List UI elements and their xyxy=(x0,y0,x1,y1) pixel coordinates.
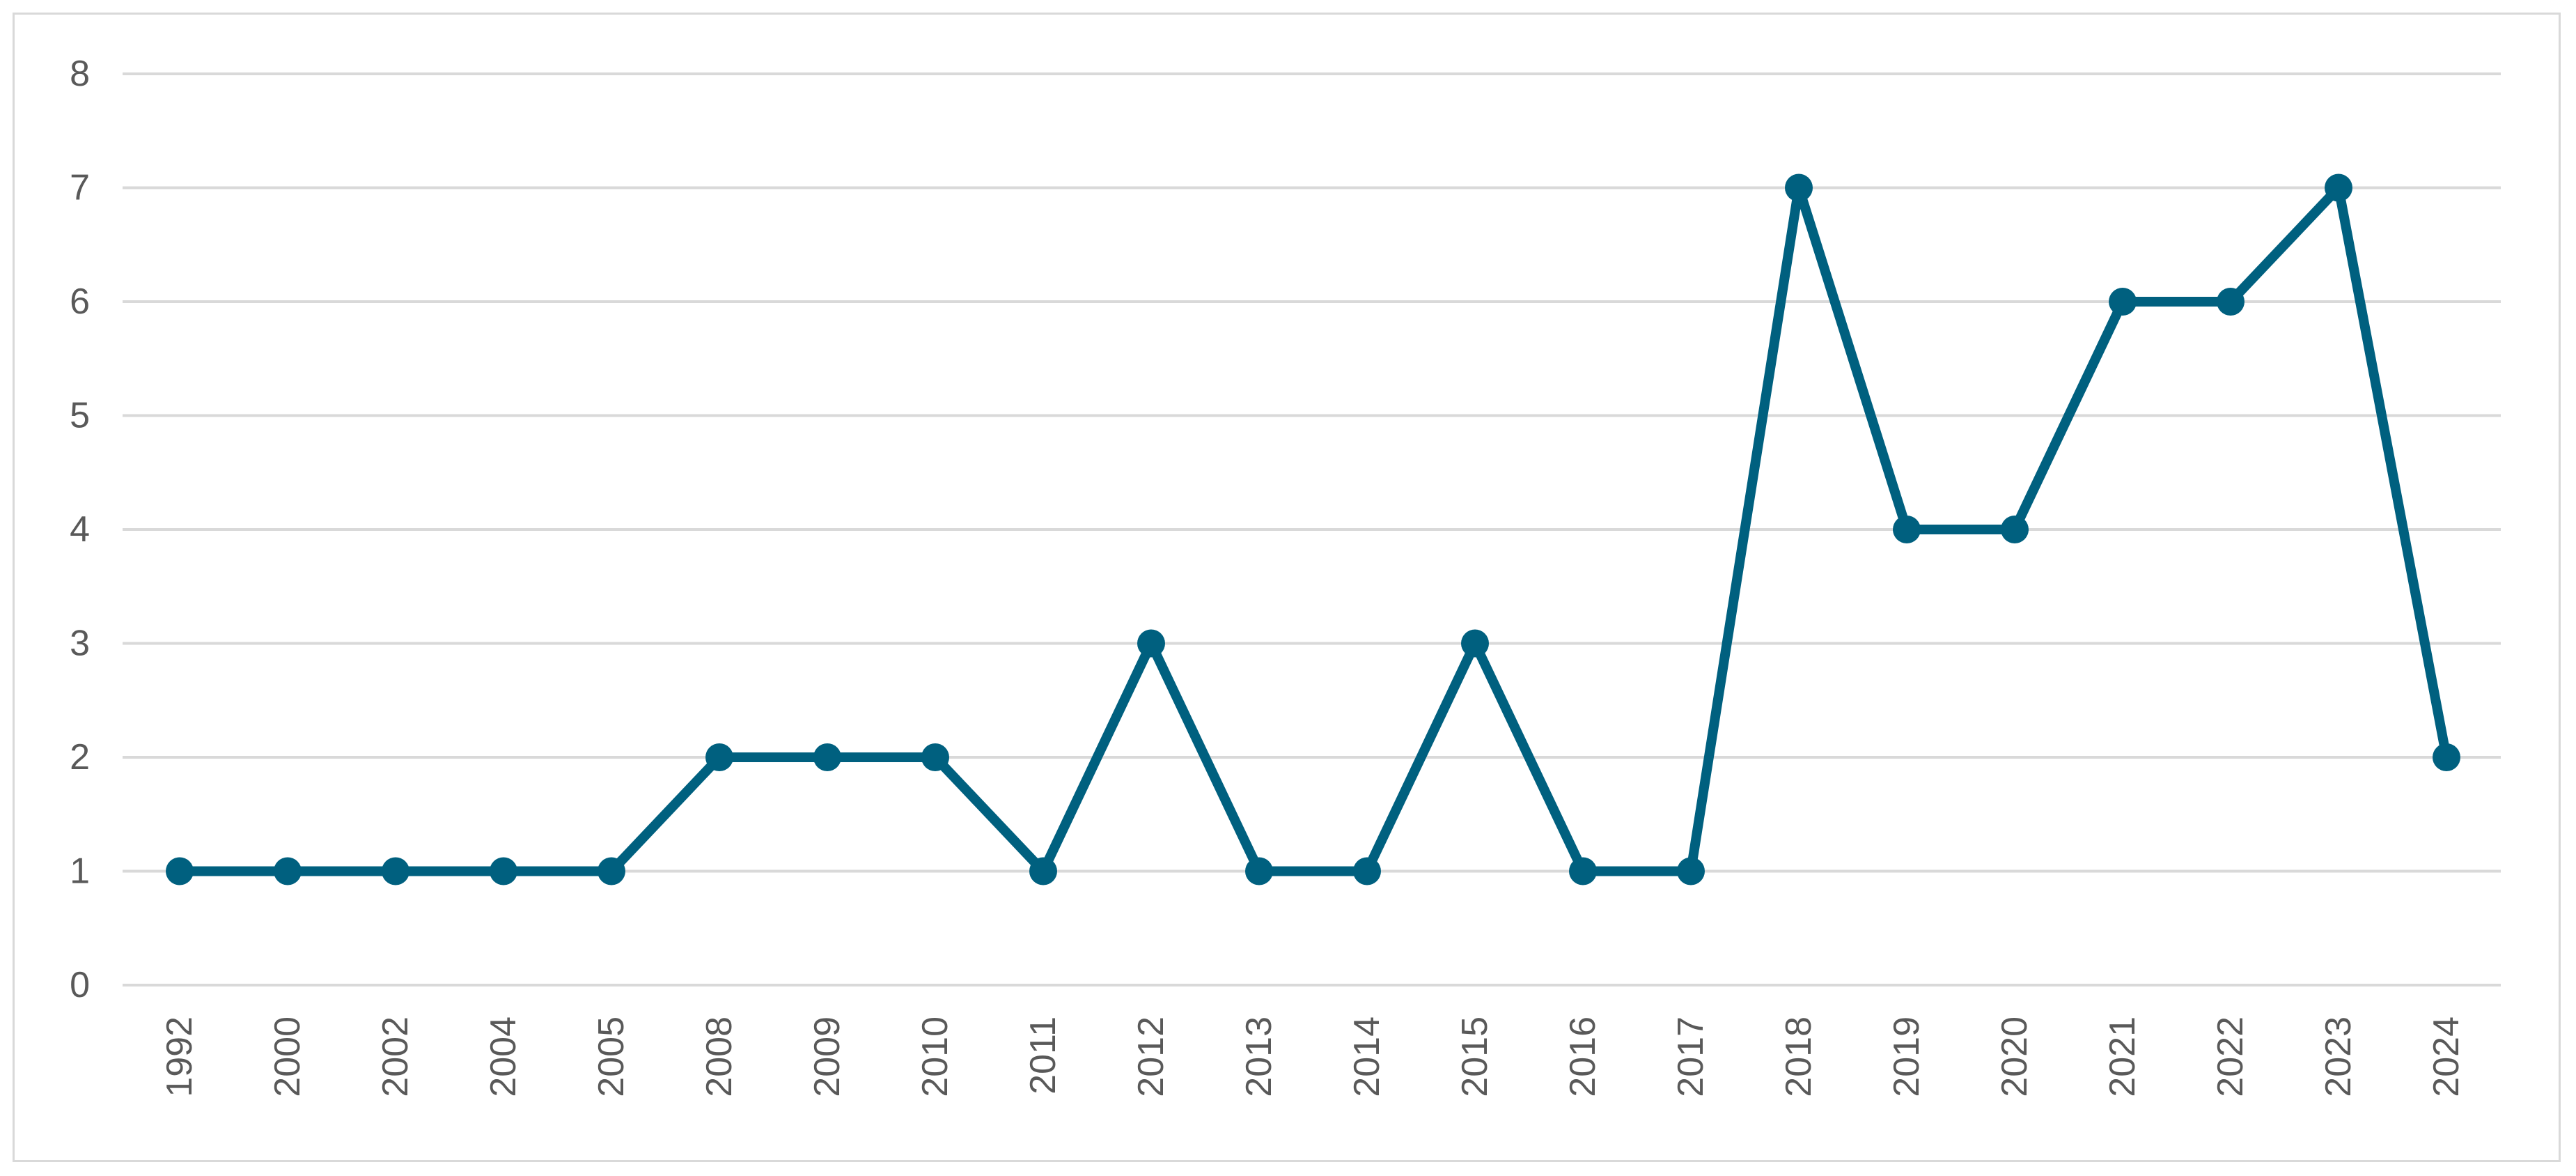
x-tick-label: 2015 xyxy=(1455,1016,1495,1097)
gridlines xyxy=(123,72,2501,987)
y-tick-label: 2 xyxy=(70,737,90,777)
data-point-2000 xyxy=(274,857,302,885)
x-tick-label: 2024 xyxy=(2426,1016,2467,1097)
data-point-2015 xyxy=(1461,629,1489,658)
x-tick-label: 2012 xyxy=(1131,1016,1171,1097)
data-point-2004 xyxy=(490,857,517,885)
data-point-2014 xyxy=(1353,857,1381,885)
x-axis-tick-labels: 1992 2000 2002 2004 2005 2008 2009 2010 2011 2012… xyxy=(159,1016,2467,1097)
x-tick-label: 2022 xyxy=(2210,1016,2251,1097)
x-tick-label: 2013 xyxy=(1239,1016,1279,1097)
data-point-2022 xyxy=(2217,288,2245,316)
series-layer xyxy=(166,173,2460,885)
data-point-2005 xyxy=(598,857,625,885)
data-point-2012 xyxy=(1137,629,1165,658)
y-tick-label: 5 xyxy=(70,396,90,436)
data-point-2021 xyxy=(2109,288,2137,316)
data-point-2009 xyxy=(813,743,841,771)
x-tick-label: 1992 xyxy=(159,1016,200,1097)
chart-frame: 0 1 2 3 4 5 6 7 8 1992 2000 2002 2004 2005 2008 2009 20… xyxy=(13,13,2561,1162)
x-tick-label: 2004 xyxy=(483,1016,524,1097)
data-point-2008 xyxy=(705,743,733,771)
x-tick-label: 2009 xyxy=(807,1016,848,1097)
x-tick-label: 2017 xyxy=(1671,1016,1711,1097)
y-tick-label: 4 xyxy=(70,509,90,550)
data-point-2020 xyxy=(2001,516,2029,543)
x-tick-label: 2018 xyxy=(1779,1016,1819,1097)
y-tick-label: 3 xyxy=(70,624,90,664)
y-tick-label: 0 xyxy=(70,965,90,1005)
x-tick-label: 2011 xyxy=(1023,1016,1063,1094)
y-tick-label: 8 xyxy=(70,54,90,94)
y-axis-tick-labels: 0 1 2 3 4 5 6 7 8 xyxy=(70,54,90,1005)
x-tick-label: 2014 xyxy=(1347,1016,1387,1097)
data-point-2016 xyxy=(1569,857,1597,885)
x-tick-label: 2021 xyxy=(2102,1016,2143,1097)
line-chart: 0 1 2 3 4 5 6 7 8 1992 2000 2002 2004 2005 2008 2009 20… xyxy=(70,54,2501,1097)
y-tick-label: 6 xyxy=(70,281,90,322)
x-tick-label: 2005 xyxy=(591,1016,632,1097)
data-point-2010 xyxy=(921,743,949,771)
data-point-2011 xyxy=(1029,857,1057,885)
data-point-2018 xyxy=(1785,173,1813,202)
x-tick-label: 2019 xyxy=(1887,1016,1927,1097)
data-point-2024 xyxy=(2433,743,2460,771)
data-point-2023 xyxy=(2325,173,2352,202)
x-tick-label: 2016 xyxy=(1563,1016,1603,1097)
data-point-1992 xyxy=(166,857,194,885)
x-tick-label: 2002 xyxy=(375,1016,416,1097)
y-tick-label: 1 xyxy=(70,851,90,892)
data-point-2013 xyxy=(1245,857,1273,885)
x-tick-label: 2023 xyxy=(2318,1016,2359,1097)
series-line xyxy=(175,183,2451,876)
data-point-2017 xyxy=(1677,857,1705,885)
data-point-2002 xyxy=(382,857,409,885)
x-tick-label: 2020 xyxy=(1995,1016,2035,1097)
x-tick-label: 2008 xyxy=(699,1016,740,1097)
x-tick-label: 2010 xyxy=(915,1016,955,1097)
x-tick-label: 2000 xyxy=(267,1016,308,1097)
y-tick-label: 7 xyxy=(70,168,90,208)
data-point-2019 xyxy=(1893,516,1921,543)
